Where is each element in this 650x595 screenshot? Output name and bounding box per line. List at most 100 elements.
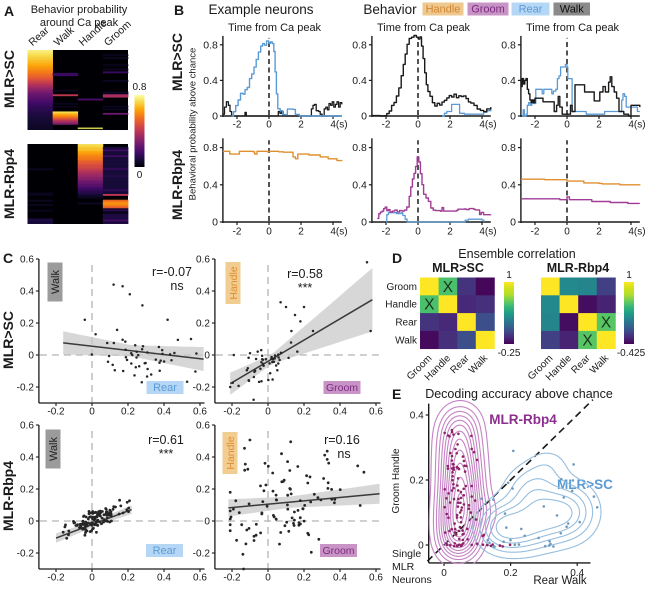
svg-text:0.4: 0.4 (157, 573, 171, 584)
svg-text:2: 2 (596, 120, 602, 131)
svg-text:Time from Ca peak: Time from Ca peak (377, 22, 471, 34)
svg-text:0.2: 0.2 (196, 319, 210, 330)
svg-text:0: 0 (510, 217, 516, 229)
svg-text:Example neurons: Example neurons (208, 2, 313, 17)
svg-text:***: *** (298, 281, 313, 295)
svg-text:C: C (3, 250, 13, 266)
svg-text:0.4: 0.4 (20, 453, 34, 464)
svg-text:Decoding accuracy above chance: Decoding accuracy above chance (425, 387, 613, 401)
svg-text:Rear: Rear (153, 382, 177, 394)
svg-text:0: 0 (266, 227, 272, 238)
svg-text:0.4: 0.4 (203, 179, 218, 191)
svg-text:0.6: 0.6 (193, 573, 207, 584)
svg-text:around Ca peak: around Ca peak (40, 17, 119, 29)
svg-text:0: 0 (266, 120, 272, 131)
svg-text:0: 0 (510, 111, 516, 123)
svg-text:4(s): 4(s) (628, 227, 645, 238)
svg-text:0.6: 0.6 (369, 573, 383, 584)
svg-text:0.4: 0.4 (333, 407, 347, 418)
svg-text:0.8: 0.8 (501, 142, 516, 154)
svg-text:0.4: 0.4 (196, 453, 210, 464)
svg-text:Behavior probability: Behavior probability (31, 4, 128, 16)
svg-text:Neurons: Neurons (392, 574, 432, 586)
svg-text:0.8: 0.8 (352, 142, 367, 154)
svg-text:0.6: 0.6 (369, 407, 383, 418)
svg-text:Walk: Walk (395, 335, 418, 346)
svg-text:X: X (601, 315, 612, 332)
svg-text:0.4: 0.4 (410, 411, 424, 422)
svg-text:-2: -2 (233, 227, 242, 238)
svg-text:0: 0 (28, 351, 34, 362)
svg-text:Handle: Handle (385, 300, 417, 311)
svg-text:-0.25: -0.25 (498, 348, 521, 359)
svg-text:r=-0.07: r=-0.07 (152, 265, 192, 279)
svg-text:0: 0 (361, 111, 367, 123)
svg-text:-2: -2 (382, 227, 391, 238)
svg-text:MLR-Rbp4: MLR-Rbp4 (489, 412, 557, 427)
svg-text:A: A (4, 3, 14, 19)
svg-text:0.4: 0.4 (333, 573, 347, 584)
svg-text:Walk: Walk (50, 269, 62, 294)
svg-text:Rear: Rear (153, 545, 177, 557)
svg-text:2: 2 (298, 227, 304, 238)
svg-text:0: 0 (212, 217, 218, 229)
svg-text:MLR: MLR (392, 561, 415, 573)
svg-text:0.4: 0.4 (203, 75, 218, 87)
svg-text:0.8: 0.8 (133, 82, 147, 93)
svg-text:Single: Single (392, 548, 421, 560)
svg-text:r=0.58: r=0.58 (287, 267, 323, 281)
svg-text:E: E (392, 386, 401, 402)
svg-text:0.4: 0.4 (352, 75, 367, 87)
svg-text:2: 2 (447, 227, 453, 238)
svg-text:Groom: Groom (322, 545, 354, 557)
svg-text:0: 0 (441, 568, 447, 579)
svg-text:0.2: 0.2 (20, 319, 34, 330)
svg-text:X: X (424, 297, 435, 314)
svg-text:0: 0 (415, 120, 421, 131)
svg-text:4(s): 4(s) (628, 120, 645, 131)
svg-text:Rear Walk: Rear Walk (533, 575, 586, 587)
svg-text:MLR-Rbp4: MLR-Rbp4 (547, 261, 610, 275)
svg-text:0: 0 (564, 120, 570, 131)
svg-text:0.4: 0.4 (570, 568, 584, 579)
svg-text:Groom: Groom (471, 4, 505, 16)
svg-text:-0.425: -0.425 (617, 348, 646, 359)
svg-text:MLR>SC: MLR>SC (0, 311, 16, 369)
svg-text:0: 0 (265, 407, 271, 418)
svg-text:B: B (174, 2, 184, 18)
svg-text:0.4: 0.4 (196, 287, 210, 298)
svg-text:0: 0 (89, 407, 95, 418)
svg-text:Handle: Handle (228, 266, 240, 299)
svg-text:0.4: 0.4 (352, 179, 367, 191)
svg-text:X: X (582, 332, 593, 349)
svg-text:r=0.61: r=0.61 (148, 433, 184, 447)
svg-text:-0.2: -0.2 (47, 573, 65, 584)
svg-text:0.4: 0.4 (20, 287, 34, 298)
svg-text:Time from Ca peak: Time from Ca peak (228, 22, 322, 34)
svg-text:0.8: 0.8 (501, 39, 516, 51)
svg-text:0.4: 0.4 (501, 179, 516, 191)
svg-text:-0.2: -0.2 (223, 573, 241, 584)
svg-text:Groom: Groom (386, 282, 417, 293)
svg-text:MLR>SC: MLR>SC (432, 261, 484, 275)
svg-text:-0.2: -0.2 (47, 407, 65, 418)
svg-text:0.2: 0.2 (410, 476, 424, 487)
svg-text:Handle: Handle (426, 4, 461, 16)
svg-text:0.8: 0.8 (203, 39, 218, 51)
svg-text:-0.2: -0.2 (17, 383, 35, 394)
svg-text:4(s): 4(s) (330, 120, 347, 131)
svg-text:0.6: 0.6 (196, 421, 210, 432)
svg-text:0.2: 0.2 (504, 568, 518, 579)
svg-text:0.2: 0.2 (20, 485, 34, 496)
svg-text:MLR>SC: MLR>SC (1, 50, 17, 108)
svg-text:-0.2: -0.2 (17, 549, 35, 560)
svg-text:0: 0 (361, 217, 367, 229)
svg-text:Behavioral probability above c: Behavioral probability above chance (188, 48, 199, 201)
svg-text:0: 0 (212, 111, 218, 123)
svg-text:0: 0 (204, 517, 210, 528)
svg-text:0: 0 (28, 517, 34, 528)
svg-text:0.2: 0.2 (196, 485, 210, 496)
svg-text:0: 0 (418, 541, 424, 552)
svg-text:Ensemble correlation: Ensemble correlation (458, 247, 575, 261)
svg-text:-2: -2 (531, 227, 540, 238)
